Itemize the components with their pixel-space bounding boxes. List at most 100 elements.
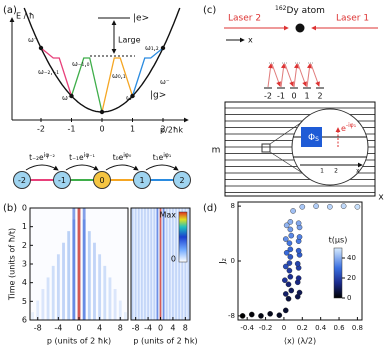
- colorbar-label: Max: [159, 211, 176, 220]
- coupling-label: t₋₁eiφ₋₁: [69, 152, 95, 163]
- phase-label: e-iφ₁: [341, 122, 357, 133]
- x-tick-label: 0.4: [315, 324, 327, 332]
- y-tick-label: 4: [22, 278, 27, 287]
- heatmap-band: [187, 208, 190, 320]
- heatmap-band: [56, 254, 60, 320]
- heatmap-band: [36, 300, 40, 320]
- site-label: -1: [58, 176, 66, 185]
- x-tick-label: 0: [158, 324, 163, 333]
- site: [173, 171, 191, 189]
- heatmap-band: [113, 289, 117, 320]
- x-tick-label: -4: [54, 324, 62, 333]
- heatmap-band: [118, 300, 122, 320]
- ladder-label: 0: [291, 92, 296, 101]
- atom-mass: 162: [275, 5, 287, 12]
- heatmap-band: [156, 208, 159, 320]
- axis-title-main: J: [218, 261, 227, 264]
- site: [93, 171, 111, 189]
- data-point: [287, 226, 294, 233]
- data-point: [286, 260, 293, 266]
- data-point: [295, 247, 302, 254]
- data-point: [299, 204, 306, 210]
- colorbar: [333, 247, 343, 299]
- axis-title-sub: z: [221, 258, 228, 261]
- atom-name: Dy atom: [287, 6, 325, 16]
- state-dot: [130, 93, 135, 99]
- axis-title: Jz: [218, 258, 228, 265]
- ladder-up: [267, 63, 273, 88]
- heatmap-band: [147, 208, 149, 320]
- x-tick-label: 0.8: [352, 324, 363, 332]
- detuning-label: Large: [118, 36, 141, 45]
- data-point: [295, 220, 302, 227]
- panel-label: (a): [3, 5, 17, 16]
- laser-label: Laser 1: [336, 14, 369, 24]
- axis-title: p (units of 2 ħk): [47, 337, 111, 346]
- colorbar-label: 0: [171, 255, 176, 264]
- site-label: 2: [179, 176, 184, 185]
- coupling-arrow: [65, 164, 99, 171]
- data-point: [287, 254, 294, 260]
- coupling-phase: iφ₀: [123, 152, 132, 159]
- axis-title: E / ħ: [16, 12, 34, 21]
- raman-transition: [70, 57, 103, 113]
- x-tick-label: 8: [183, 324, 188, 333]
- x-tick-label: 4: [170, 324, 175, 333]
- heatmap-band: [162, 208, 165, 320]
- raman-transition: [101, 57, 134, 113]
- x-tick-label: 1: [130, 125, 135, 134]
- data-point: [288, 232, 295, 239]
- data-point: [286, 240, 293, 246]
- data-point: [287, 246, 294, 253]
- level-label: |g>: [150, 91, 166, 101]
- site-label: 0: [99, 176, 104, 185]
- site: [13, 171, 31, 189]
- x-tick-label: -8: [132, 324, 140, 333]
- flux-symbol: Φ: [308, 133, 315, 143]
- axis-title: x: [378, 193, 384, 203]
- ladder-down: [271, 63, 281, 87]
- colorbar: [178, 211, 188, 263]
- data-point: [239, 313, 246, 319]
- y-tick-label: 0: [22, 204, 27, 213]
- colorbar-tick-label: 20: [347, 274, 356, 282]
- colorbar-tick-label: 0: [347, 294, 351, 302]
- heatmap-band: [77, 208, 81, 320]
- heatmap-band: [72, 208, 76, 320]
- y-tick-label: 2: [22, 241, 27, 250]
- coupling-amplitude: t₋₁e: [69, 153, 84, 162]
- atom-label: 162Dy atom: [275, 5, 325, 16]
- data-point: [267, 311, 273, 317]
- y-tick-label: 5: [22, 297, 27, 306]
- ladder-label: 2: [317, 92, 322, 101]
- plaquette: [301, 127, 322, 147]
- data-point: [287, 273, 294, 280]
- data-point: [340, 203, 347, 209]
- y-tick-label: 6: [22, 316, 27, 325]
- ladder-down: [297, 63, 307, 87]
- x-tick-label: -1: [68, 125, 76, 134]
- frequency-label: ω₀,₁: [112, 72, 126, 80]
- axis-title: Time (units of ħ/t): [8, 228, 17, 301]
- frequency-label: ω⁺: [126, 94, 136, 102]
- x-tick-label: 0.6: [333, 324, 345, 332]
- ladder-down: [310, 63, 320, 87]
- data-point: [282, 236, 289, 242]
- heatmap-band: [178, 208, 180, 320]
- y-tick-label: -8: [228, 312, 235, 320]
- ladder-up: [293, 63, 299, 88]
- panel-label: (b): [3, 203, 17, 214]
- heatmap-band: [159, 208, 162, 320]
- frequency-label: ω⁺: [62, 94, 72, 102]
- x-tick-label: -0.2: [259, 324, 273, 332]
- atom: [295, 23, 305, 33]
- heatmap-band: [82, 208, 86, 320]
- coupling-phase: iφ₁: [163, 152, 172, 159]
- axis-title: p/2ħk: [160, 126, 183, 135]
- heatmap-band: [93, 242, 96, 320]
- axis-title: ⟨x⟩ (λ/2): [284, 337, 316, 346]
- inset-content: [292, 127, 368, 168]
- heatmap-band: [51, 265, 55, 320]
- heatmap-band: [46, 277, 50, 320]
